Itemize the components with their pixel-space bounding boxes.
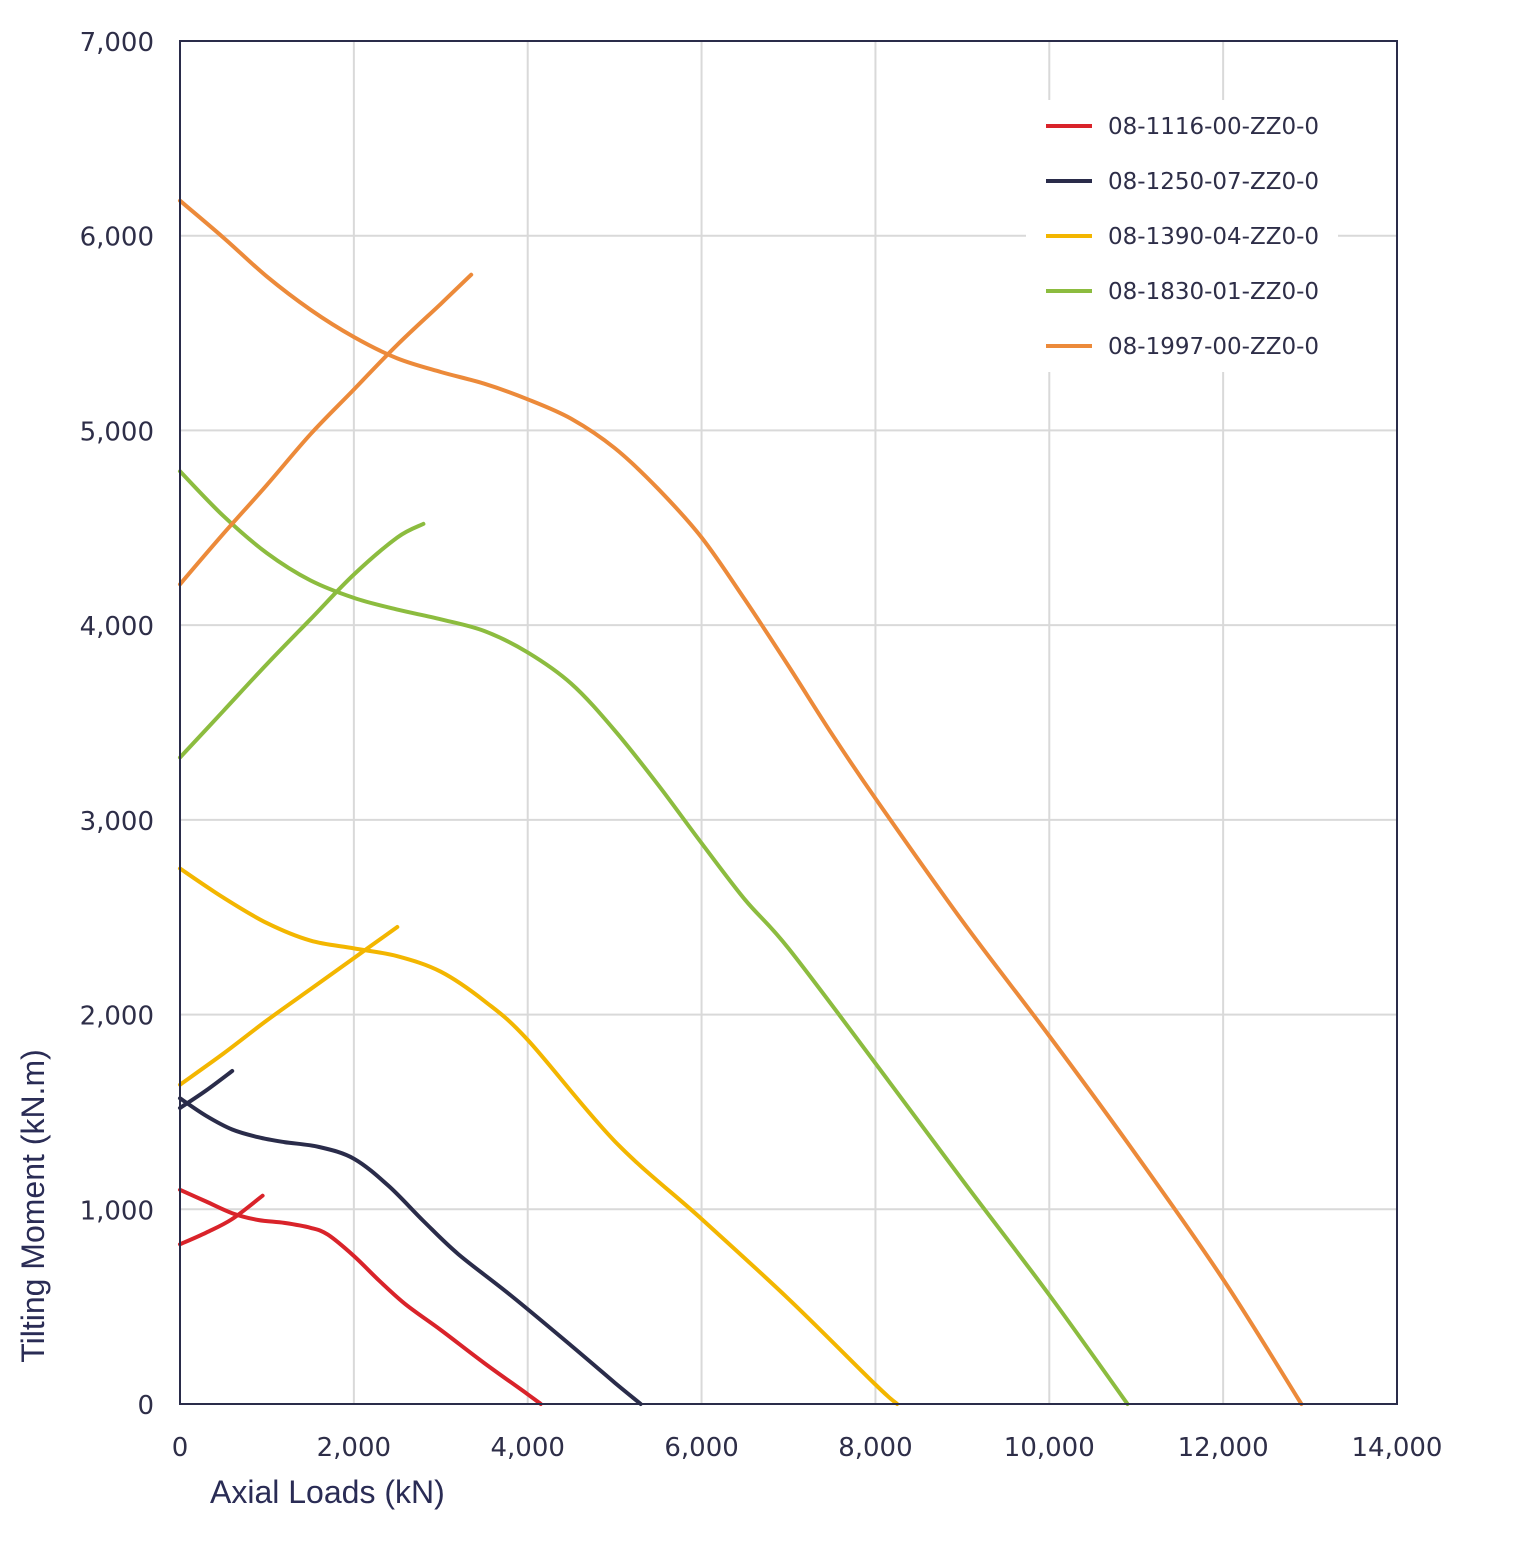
y-tick-label: 0: [137, 1391, 154, 1421]
x-axis-title: Axial Loads (kN): [210, 1474, 445, 1510]
x-tick-label: 8,000: [838, 1433, 912, 1463]
series-line-5-curve-2: [178, 272, 474, 587]
legend-label: 08-1997-00-ZZ0-0: [1108, 334, 1319, 360]
series-line-1-curve-1: [178, 1187, 543, 1406]
legend-label: 08-1390-04-ZZ0-0: [1108, 224, 1319, 250]
series-line-4-curve-2: [178, 521, 426, 760]
x-tick-label: 0: [172, 1433, 189, 1463]
x-tick-label: 12,000: [1178, 1433, 1269, 1463]
x-tick-label: 14,000: [1352, 1433, 1443, 1463]
series-line-2-curve-2: [178, 1069, 235, 1110]
x-tick-label: 2,000: [317, 1433, 391, 1463]
series-line-3-curve-2: [178, 925, 400, 1087]
series-line-3-curve-1: [178, 866, 900, 1406]
series-line-1-curve-2: [178, 1193, 265, 1247]
legend-label: 08-1250-07-ZZ0-0: [1108, 169, 1319, 195]
y-tick-label: 7,000: [80, 28, 154, 58]
y-tick-label: 3,000: [80, 807, 154, 837]
y-tick-label: 5,000: [80, 417, 154, 447]
legend-label: 08-1116-00-ZZ0-0: [1108, 114, 1319, 140]
x-tick-label: 10,000: [1004, 1433, 1095, 1463]
x-tick-label: 6,000: [664, 1433, 738, 1463]
plot-frame: [179, 40, 1398, 1405]
legend: 08-1116-00-ZZ0-0 08-1250-07-ZZ0-0 08-1390-…: [1026, 100, 1338, 372]
y-tick-label: 1,000: [80, 1196, 154, 1226]
series-lines: [178, 198, 1304, 1406]
y-tick-label: 2,000: [80, 1002, 154, 1032]
y-tick-label: 6,000: [80, 223, 154, 253]
series-line-5-curve-1: [178, 198, 1304, 1406]
tick-labels: 0 1,000 2,000 3,000 4,000 5,000 6,000 7,000 0 2,0…: [80, 28, 1443, 1463]
y-tick-label: 4,000: [80, 612, 154, 642]
x-tick-label: 4,000: [490, 1433, 564, 1463]
legend-label: 08-1830-01-ZZ0-0: [1108, 279, 1319, 305]
series-line-2-curve-1: [178, 1096, 643, 1406]
series-line-4-curve-1: [178, 469, 1130, 1406]
y-axis-title: Tilting Moment (kN.m): [15, 1049, 51, 1363]
